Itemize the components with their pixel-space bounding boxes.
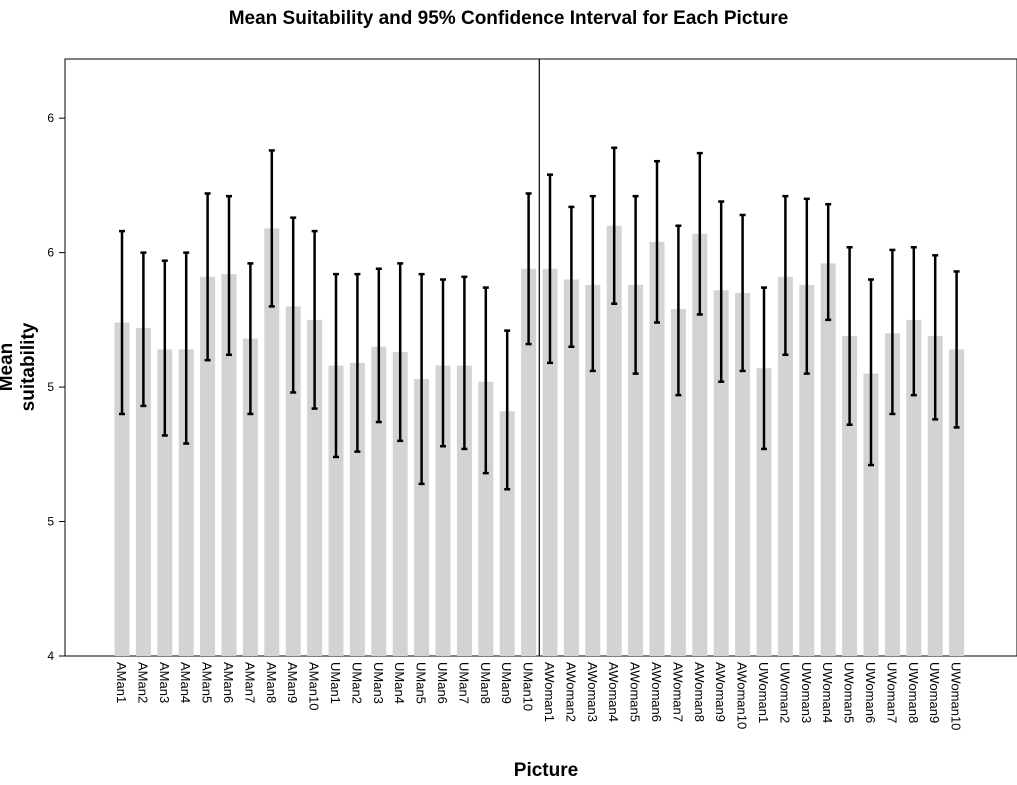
x-tick-label: AMan4 xyxy=(178,662,193,703)
bar xyxy=(200,276,216,656)
x-tick-label: UMan8 xyxy=(478,662,493,704)
x-tick-label: UWoman6 xyxy=(863,662,878,723)
bar xyxy=(435,365,451,656)
y-tick-label: 6 xyxy=(47,246,54,260)
bar xyxy=(456,365,472,656)
y-tick-label: 5 xyxy=(47,515,54,529)
x-tick-label: AWoman4 xyxy=(606,662,621,722)
bar xyxy=(777,276,793,656)
x-tick-label: AWoman1 xyxy=(542,662,557,722)
bar xyxy=(649,241,665,656)
bar xyxy=(478,381,494,656)
x-tick-label: AMan1 xyxy=(114,662,129,703)
x-tick-label: UWoman4 xyxy=(820,662,835,723)
bar xyxy=(692,233,708,656)
bar xyxy=(927,335,943,656)
bar xyxy=(906,319,922,656)
x-tick-label: UMan9 xyxy=(499,662,514,704)
x-tick-label: UMan6 xyxy=(435,662,450,704)
bar xyxy=(949,349,965,656)
x-tick-label: AWoman8 xyxy=(692,662,707,722)
x-tick-label: UMan1 xyxy=(328,662,343,704)
x-tick-label: AWoman3 xyxy=(585,662,600,722)
bar xyxy=(307,319,323,656)
x-tick-label: UMan2 xyxy=(349,662,364,704)
plot-frame xyxy=(64,58,1017,657)
x-tick-label: AMan9 xyxy=(285,662,300,703)
x-tick-label: UWoman3 xyxy=(799,662,814,723)
y-tick-label: 6 xyxy=(47,111,54,125)
x-tick-label: AMan5 xyxy=(200,662,215,703)
bar xyxy=(328,365,344,656)
bar xyxy=(414,379,430,656)
bar xyxy=(221,274,237,656)
bar xyxy=(799,284,815,656)
x-tick-label: AMan7 xyxy=(242,662,257,703)
x-tick-label: UMan7 xyxy=(456,662,471,704)
bar xyxy=(563,279,579,656)
bar xyxy=(585,284,601,656)
bar xyxy=(285,306,301,656)
bars-layer xyxy=(114,225,965,656)
bar xyxy=(135,327,151,656)
y-tick-label: 5 xyxy=(47,380,54,394)
bar xyxy=(756,368,772,656)
error-bars-layer xyxy=(119,146,960,491)
x-tick-label: AWoman9 xyxy=(713,662,728,722)
x-tick-label: UMan5 xyxy=(414,662,429,704)
bar xyxy=(157,349,173,656)
x-tick-label: UWoman1 xyxy=(756,662,771,723)
bar xyxy=(842,335,858,656)
x-tick-label: AMan6 xyxy=(221,662,236,703)
axis-layer: AMan1 AMan2 AMan3 AMan4 AMan5 AMan6 AMan7 AMan8… xyxy=(47,59,964,730)
x-tick-label: AWoman5 xyxy=(628,662,643,722)
bar xyxy=(884,333,900,656)
x-tick-label: AWoman2 xyxy=(563,662,578,722)
bar xyxy=(606,225,622,656)
x-tick-label: UMan4 xyxy=(392,662,407,704)
x-tick-label: AMan8 xyxy=(264,662,279,703)
bar xyxy=(178,349,194,656)
x-tick-label: UMan3 xyxy=(371,662,386,704)
x-tick-label: UWoman2 xyxy=(777,662,792,723)
x-tick-label: AMan3 xyxy=(157,662,172,703)
bar xyxy=(499,411,515,656)
bar xyxy=(820,263,836,656)
bar xyxy=(863,373,879,656)
chart-title: Mean Suitability and 95% Confidence Inte… xyxy=(228,8,789,29)
bar xyxy=(242,338,258,656)
bar xyxy=(713,290,729,656)
bar xyxy=(542,268,558,656)
x-tick-label: UWoman10 xyxy=(949,662,964,730)
bar xyxy=(371,346,387,656)
x-tick-label: AMan10 xyxy=(307,662,322,710)
bar xyxy=(264,228,280,656)
x-tick-label: AWoman10 xyxy=(735,662,750,729)
bar xyxy=(628,284,644,656)
x-tick-label: UWoman5 xyxy=(842,662,857,723)
x-tick-label: AMan2 xyxy=(135,662,150,703)
x-tick-label: AWoman7 xyxy=(670,662,685,722)
bar xyxy=(521,268,537,656)
x-tick-label: UMan10 xyxy=(521,662,536,711)
bar xyxy=(114,322,130,656)
x-tick-label: UWoman9 xyxy=(927,662,942,723)
bar xyxy=(392,352,408,656)
bar xyxy=(670,309,686,656)
x-tick-label: UWoman7 xyxy=(884,662,899,723)
x-tick-label: UWoman8 xyxy=(906,662,921,723)
y-tick-label: 4 xyxy=(47,649,54,663)
bar xyxy=(735,292,751,656)
x-axis-title: Picture xyxy=(513,760,579,781)
bar xyxy=(349,362,365,656)
x-tick-label: AWoman6 xyxy=(649,662,664,722)
